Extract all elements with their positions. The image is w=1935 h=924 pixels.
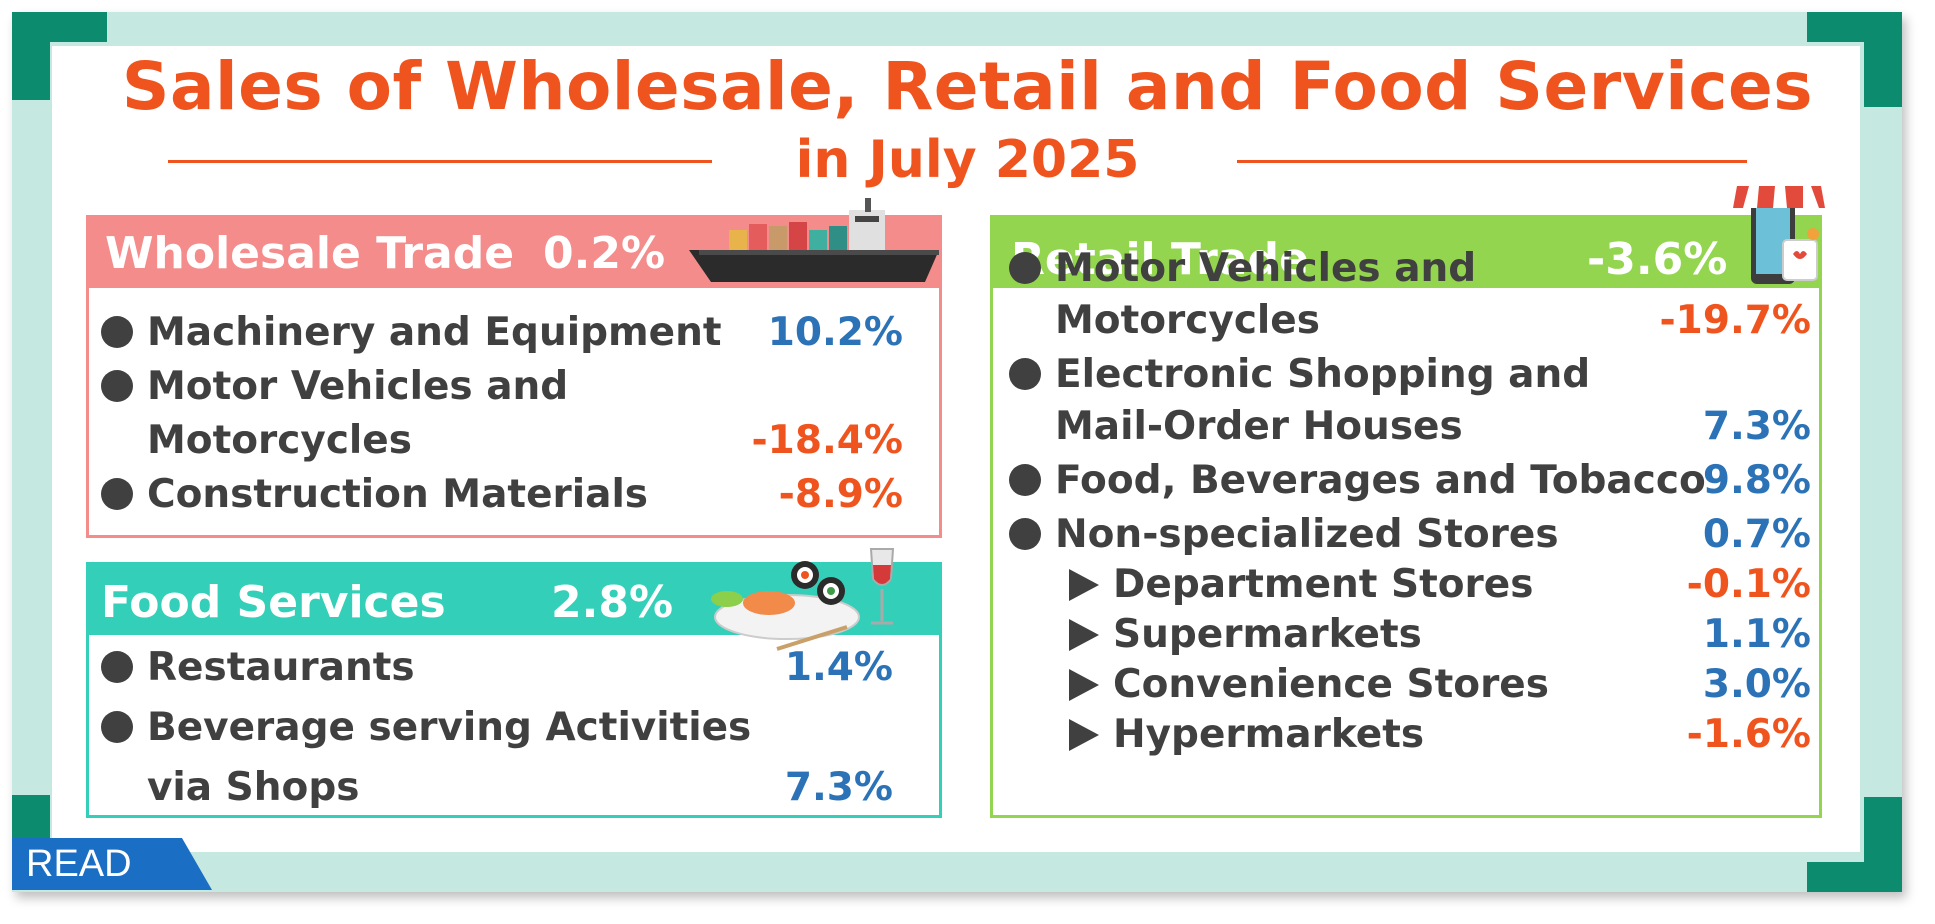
retail-value: -3.6% — [1587, 234, 1728, 285]
wholesale-panel: Wholesale Trade 0.2% Machinery and Equip… — [86, 198, 942, 538]
sub-list-item: Convenience Stores — [1069, 662, 1549, 707]
sub-list-item: Supermarkets — [1069, 612, 1422, 657]
phone-shop-icon — [1733, 186, 1825, 284]
list-item: Motor Vehicles and — [1009, 246, 1476, 291]
read-button[interactable]: READ — [12, 838, 212, 890]
item-value: 0.7% — [1702, 512, 1811, 557]
corner-bottom-right — [1807, 797, 1902, 892]
retail-panel: Retail Trade -3.6% Motor Vehicles and Mo… — [990, 186, 1825, 818]
list-item: Machinery and Equipment — [101, 310, 722, 355]
title-rule-right — [1237, 160, 1747, 163]
page-title: Sales of Wholesale, Retail and Food Serv… — [121, 48, 1814, 125]
list-item: Restaurants — [101, 645, 415, 690]
food-panel: Food Services 2.8% Restaurants 1.4% Beve… — [86, 548, 942, 818]
list-item-cont: Motorcycles — [147, 418, 412, 463]
list-item-cont: Motorcycles — [1055, 298, 1320, 343]
food-label: Food Services — [101, 577, 446, 628]
list-item: Motor Vehicles and — [101, 364, 568, 409]
page-subtitle: in July 2025 — [795, 130, 1140, 190]
item-value: -1.6% — [1686, 712, 1811, 757]
list-item: Food, Beverages and Tobacco — [1009, 458, 1706, 503]
list-item: Electronic Shopping and — [1009, 352, 1590, 397]
list-item-cont: Mail-Order Houses — [1055, 404, 1463, 449]
item-value: -19.7% — [1659, 298, 1812, 343]
food-value: 2.8% — [551, 577, 674, 628]
item-value: -8.9% — [778, 472, 903, 517]
item-value: 1.4% — [784, 645, 893, 690]
item-value: 10.2% — [767, 310, 903, 355]
wholesale-label: Wholesale Trade — [105, 228, 515, 279]
list-item-cont: via Shops — [147, 765, 360, 810]
list-item: Construction Materials — [101, 472, 648, 517]
list-item: Non-specialized Stores — [1009, 512, 1559, 557]
corner-top-left — [12, 12, 107, 107]
corner-top-right — [1807, 12, 1902, 107]
cargo-ship-icon — [689, 198, 939, 282]
list-item: Beverage serving Activities — [101, 705, 751, 750]
item-value: -18.4% — [751, 418, 904, 463]
retail-label: Retail Trade — [1011, 234, 1309, 285]
retail-header: Retail Trade -3.6% — [993, 218, 1819, 288]
item-value: -0.1% — [1686, 562, 1811, 607]
item-value: 9.8% — [1702, 458, 1811, 503]
sub-list-item: Hypermarkets — [1069, 712, 1424, 757]
item-value: 1.1% — [1702, 612, 1811, 657]
sub-list-item: Department Stores — [1069, 562, 1533, 607]
sushi-wine-icon — [711, 548, 895, 651]
wholesale-value: 0.2% — [543, 228, 666, 279]
title-rule-left — [168, 160, 712, 163]
item-value: 7.3% — [1702, 404, 1811, 449]
item-value: 7.3% — [784, 765, 893, 810]
item-value: 3.0% — [1702, 662, 1811, 707]
